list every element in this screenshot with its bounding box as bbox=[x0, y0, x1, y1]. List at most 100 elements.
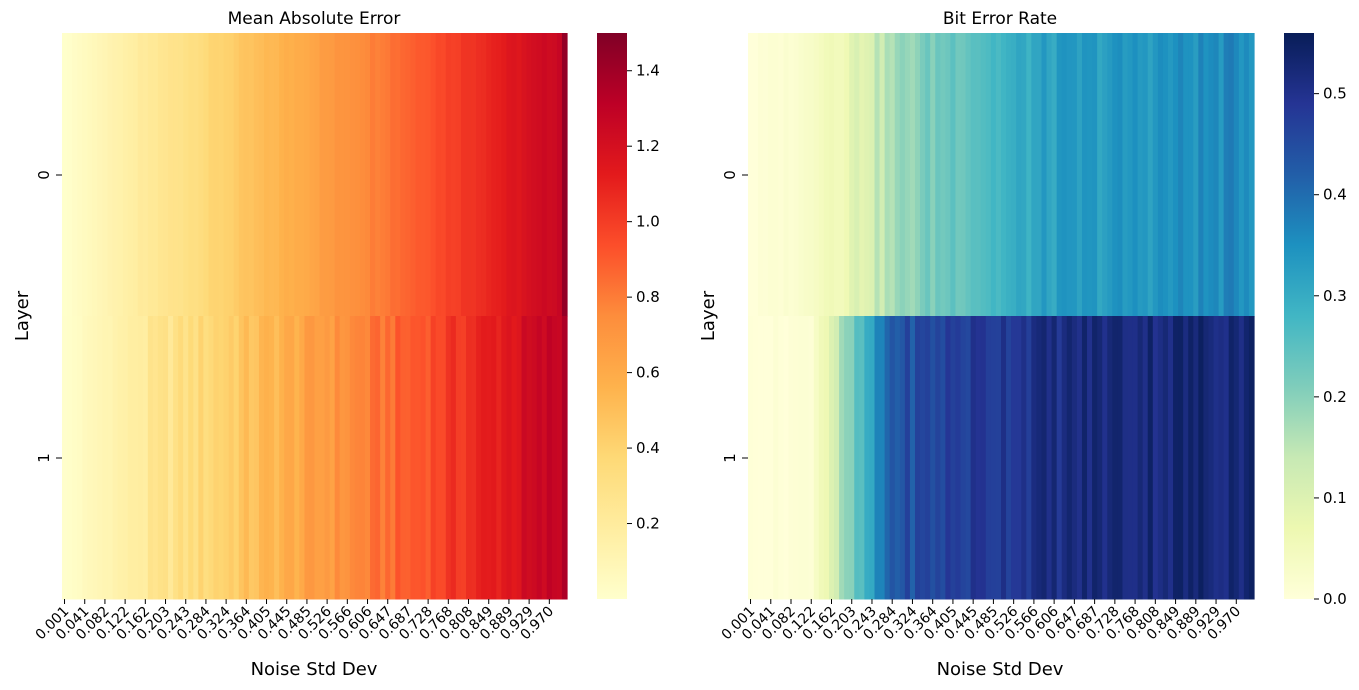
heatmap-cell bbox=[884, 33, 891, 317]
heatmap-cell bbox=[476, 33, 482, 317]
heatmap-cell bbox=[1233, 33, 1240, 317]
heatmap-cell bbox=[359, 316, 366, 600]
colorbar-ticks: 0.2 0.4 0.6 0.8 1.0 1.2 1.4 bbox=[627, 62, 660, 533]
heatmap-cell bbox=[385, 33, 391, 317]
heatmap-cell bbox=[193, 316, 199, 600]
heatmap-cell bbox=[435, 316, 442, 600]
heatmap-cell bbox=[793, 316, 800, 600]
heatmap-cell bbox=[188, 33, 194, 317]
heatmap-cell bbox=[1011, 316, 1017, 600]
heatmap-cell bbox=[299, 33, 305, 317]
heatmap-cell bbox=[264, 33, 270, 317]
heatmap-cell bbox=[92, 33, 98, 317]
heatmap-cell bbox=[935, 33, 941, 317]
heatmap-cell bbox=[834, 316, 840, 600]
heatmap-cell bbox=[390, 33, 396, 317]
heatmap-cell bbox=[763, 316, 769, 600]
heatmap-cell bbox=[783, 316, 790, 600]
heatmap-cell bbox=[163, 33, 169, 317]
heatmap-cell bbox=[955, 316, 962, 600]
heatmap-cell bbox=[420, 33, 427, 317]
heatmap-cell bbox=[253, 316, 260, 600]
heatmap-cell bbox=[1152, 316, 1159, 600]
heatmap-cell bbox=[844, 316, 850, 600]
colorbar-tick-label: 0.3 bbox=[1323, 287, 1347, 305]
heatmap-cell bbox=[67, 316, 73, 600]
heatmap-cell bbox=[349, 33, 356, 317]
heatmap-cell bbox=[203, 33, 210, 317]
heatmap-cell bbox=[899, 316, 906, 600]
heatmap-cell bbox=[238, 316, 245, 600]
heatmap-cell bbox=[486, 316, 492, 600]
heatmap-cell bbox=[122, 33, 129, 317]
heatmap-cell bbox=[839, 33, 845, 317]
heatmap-cell bbox=[198, 316, 204, 600]
heatmap-cell bbox=[788, 316, 795, 600]
heatmap-cell bbox=[1041, 33, 1048, 317]
heatmap-cell bbox=[491, 33, 497, 317]
colorbar-tick-label: 0.4 bbox=[636, 439, 660, 457]
heatmap-cell bbox=[334, 33, 341, 317]
heatmap-cell bbox=[471, 33, 477, 317]
heatmap-cell bbox=[879, 33, 886, 317]
heatmap-cell bbox=[1107, 33, 1113, 317]
heatmap-cell bbox=[208, 316, 215, 600]
heatmap-cell bbox=[269, 33, 275, 317]
heatmap-cell bbox=[1006, 33, 1012, 317]
heatmap-cell bbox=[813, 33, 820, 317]
heatmap-cell bbox=[395, 316, 401, 600]
heatmap-cell bbox=[218, 316, 225, 600]
heatmap-cell bbox=[395, 33, 401, 317]
heatmap-cell bbox=[258, 316, 265, 600]
heatmap-cell bbox=[1087, 316, 1093, 600]
heatmap-cell bbox=[874, 33, 881, 317]
heatmap-cell bbox=[380, 316, 386, 600]
heatmap-cell bbox=[329, 316, 336, 600]
heatmap-cell bbox=[869, 316, 876, 600]
heatmap-cell bbox=[213, 316, 220, 600]
heatmap-cell bbox=[1036, 33, 1043, 317]
heatmap-cell bbox=[1213, 33, 1220, 317]
heatmap-cell bbox=[157, 33, 164, 317]
heatmap-cell bbox=[354, 33, 361, 317]
heatmap-cell bbox=[531, 316, 538, 600]
heatmap-cell bbox=[980, 33, 987, 317]
heatmap-cell bbox=[440, 316, 447, 600]
heatmap-cell bbox=[985, 316, 992, 600]
heatmap-cell bbox=[466, 33, 472, 317]
colorbar-tick-label: 0.4 bbox=[1323, 186, 1347, 204]
heatmap-cell bbox=[834, 33, 840, 317]
heatmap-cell bbox=[930, 316, 936, 600]
heatmap-cell bbox=[147, 316, 154, 600]
heatmap-cell bbox=[198, 33, 204, 317]
colorbar-ticks: 0.0 0.1 0.2 0.3 0.4 0.5 bbox=[1314, 85, 1347, 608]
heatmap-cell bbox=[828, 33, 835, 317]
heatmap-cell bbox=[1167, 33, 1174, 317]
x-axis-label: Noise Std Dev bbox=[937, 659, 1064, 680]
colorbar-tick-label: 0.8 bbox=[636, 288, 660, 306]
heatmap-cell bbox=[1071, 33, 1078, 317]
heatmap-cell bbox=[1198, 33, 1204, 317]
heatmap-cell bbox=[1178, 316, 1184, 600]
heatmap-cell bbox=[935, 316, 941, 600]
heatmap-cell bbox=[344, 33, 351, 317]
heatmap-cell bbox=[506, 33, 513, 317]
heatmap-cell bbox=[758, 33, 764, 317]
heatmap-cell bbox=[753, 316, 759, 600]
heatmap-cell bbox=[945, 316, 951, 600]
heatmap-cell bbox=[349, 316, 356, 600]
heatmap-cell bbox=[960, 316, 967, 600]
heatmap-cell bbox=[1173, 33, 1179, 317]
heatmap-cell bbox=[314, 33, 321, 317]
heatmap-cell bbox=[1193, 33, 1199, 317]
heatmap-cell bbox=[67, 33, 73, 317]
heatmap-cell bbox=[117, 316, 124, 600]
heatmap-cell bbox=[62, 33, 68, 317]
heatmap-cell bbox=[178, 316, 184, 600]
heatmap-cell bbox=[1087, 33, 1093, 317]
heatmap-cell bbox=[390, 316, 396, 600]
heatmap-cell bbox=[1147, 33, 1154, 317]
heatmap-cell bbox=[980, 316, 987, 600]
colorbar-tick-label: 0.2 bbox=[1323, 388, 1347, 406]
heatmap-cell bbox=[945, 33, 951, 317]
